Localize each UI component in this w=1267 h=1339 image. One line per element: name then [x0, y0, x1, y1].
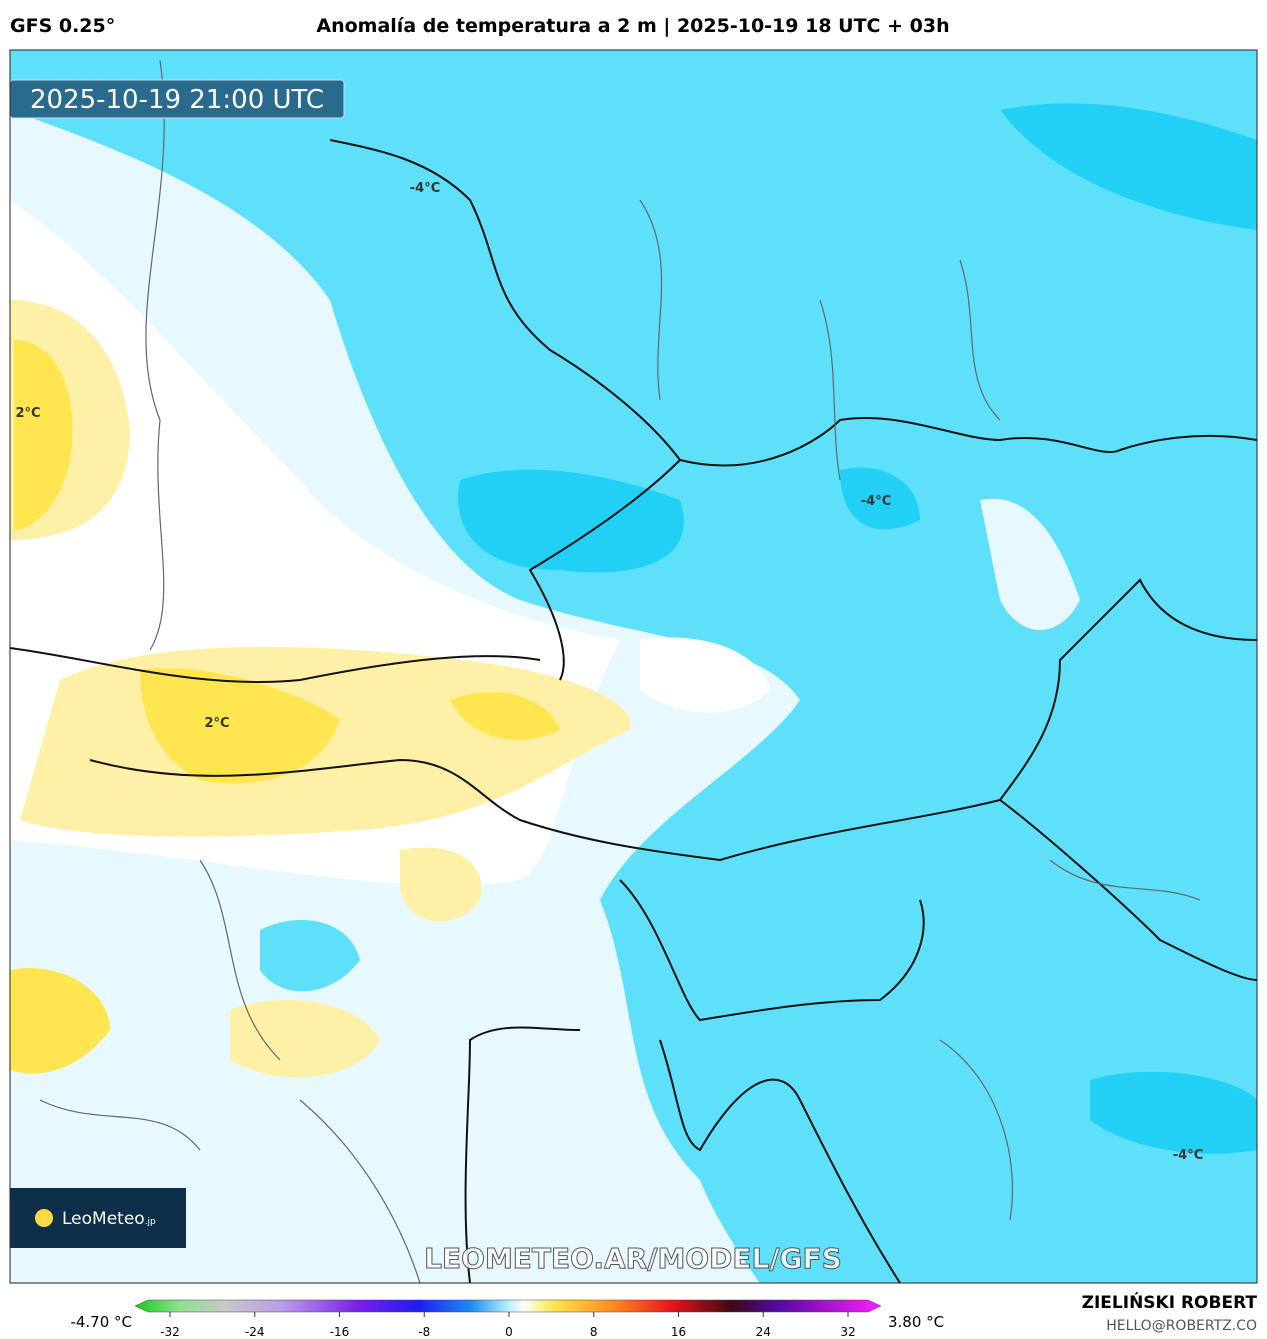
colorbar-tick-label: 8 — [590, 1325, 598, 1339]
sea — [470, 1029, 680, 1283]
warm-core — [10, 968, 110, 1074]
cold-core — [1090, 1071, 1257, 1154]
map-frame — [9, 49, 1258, 1284]
contour-label: -4°C — [861, 494, 891, 509]
region-line — [145, 59, 165, 651]
colorbar-tick-label: 16 — [671, 1325, 686, 1339]
colorbar-tick-label: 32 — [840, 1325, 855, 1339]
light-region — [980, 498, 1080, 630]
border — [10, 647, 541, 683]
colorbar-max: 3.80 °C — [888, 1313, 944, 1331]
model-name: GFS 0.25° — [10, 15, 115, 37]
warm-region — [400, 847, 482, 922]
warm-core — [140, 668, 340, 784]
contour-label: 2°C — [15, 406, 40, 421]
contour-label: -4°C — [1173, 1148, 1203, 1163]
map-title: Anomalía de temperatura a 2 m | 2025-10-… — [316, 15, 949, 37]
cold-core — [458, 469, 684, 573]
warm-core — [14, 340, 73, 530]
border — [89, 758, 1257, 981]
colorbar-tick-label: 0 — [505, 1325, 513, 1339]
colorbar-tick-label: -8 — [418, 1325, 430, 1339]
contour-label: 2°C — [204, 716, 229, 731]
border — [329, 139, 682, 681]
watermark: LEOMETEO.AR/MODEL/GFS — [424, 1242, 842, 1275]
cold-core — [1000, 103, 1257, 230]
cold-core — [840, 467, 920, 530]
warm-core — [450, 691, 560, 740]
colorbar-ramp — [134, 1299, 882, 1313]
colorbar-tick-label: -32 — [160, 1325, 180, 1339]
author-name: ZIELIŃSKI ROBERT — [1082, 1291, 1258, 1313]
logo-sun — [35, 1209, 53, 1227]
region-line — [639, 199, 1001, 481]
region-line — [39, 859, 421, 1283]
timestamp-badge — [10, 79, 345, 119]
author-email: HELLO@ROBERTZ.CO — [1106, 1318, 1257, 1334]
border — [679, 416, 1257, 467]
neutral-region — [640, 637, 770, 713]
timestamp: 2025-10-19 21:00 UTC — [30, 85, 324, 115]
map: -4°C 2°C -4°C 2°C -4°C 2025-10-19 21:00 … — [10, 50, 1257, 1283]
colorbar-min: -4.70 °C — [70, 1313, 132, 1331]
coastline — [464, 1026, 581, 1283]
border — [619, 879, 925, 1022]
border — [999, 578, 1257, 801]
coastline — [659, 1039, 901, 1283]
colorbar-tick-label: -24 — [245, 1325, 265, 1339]
warm-region — [230, 1000, 380, 1078]
cold-region — [260, 920, 360, 992]
colorbar-tick-label: -16 — [330, 1325, 350, 1339]
colorbar: -4.70 °C 3.80 °C -32 -24 -16 -8 0 8 16 24 32 — [70, 1299, 944, 1339]
logo-text: LeoMeteo.jp — [62, 1209, 156, 1229]
region-line — [939, 859, 1201, 1221]
colorbar-tick-label: 24 — [756, 1325, 771, 1339]
contour-label: -4°C — [410, 181, 440, 196]
